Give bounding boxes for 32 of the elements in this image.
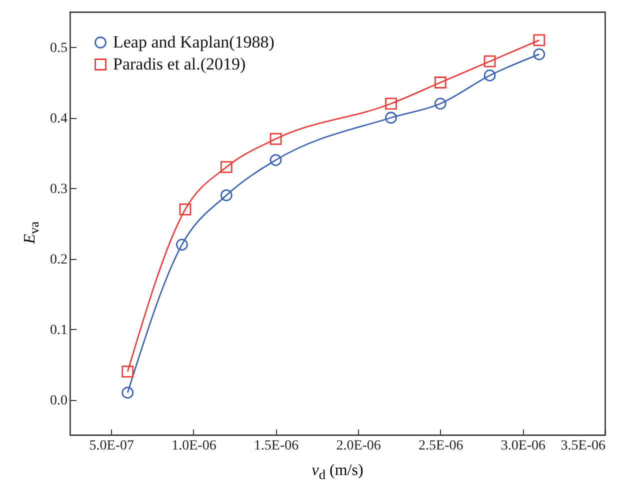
x-tick-label: 1.5E-06 [254, 438, 299, 454]
x-tick-label: 2.0E-06 [336, 438, 381, 454]
point [179, 203, 192, 216]
point [270, 154, 282, 166]
point [220, 161, 232, 174]
y-tick-label: 0.5 [50, 40, 68, 56]
y-tick-label: 0.0 [50, 393, 68, 408]
x-axis-title: v$_{d}$ (m/s) [310, 462, 364, 484]
point [220, 189, 232, 202]
x-tick-label: 5.0E-07 [89, 438, 134, 454]
point [122, 386, 134, 399]
point [385, 112, 397, 124]
point [434, 76, 446, 88]
x-tick-label: 2.5E-06 [418, 438, 464, 454]
point [270, 132, 282, 145]
point [533, 34, 546, 46]
y-tick-label: 0.2 [50, 252, 68, 268]
legend-label: Paradis et al.(2019) [113, 54, 246, 74]
point [176, 238, 188, 251]
y-tick-label: 0.4 [50, 111, 68, 126]
point [484, 70, 496, 82]
point [122, 366, 134, 378]
point [434, 98, 446, 110]
y-tick-label: 0.3 [50, 182, 68, 197]
y-tick-label: 0.1 [50, 322, 68, 338]
legend-label: Leap and Kaplan(1988) [113, 32, 274, 52]
x-tick-label: 3.5E-06 [560, 438, 606, 454]
point [484, 55, 496, 68]
x-tick-label: 1.0E-06 [172, 438, 216, 454]
point [533, 48, 546, 60]
point [385, 98, 397, 110]
x-tick-label: 3.0E-06 [500, 438, 546, 454]
